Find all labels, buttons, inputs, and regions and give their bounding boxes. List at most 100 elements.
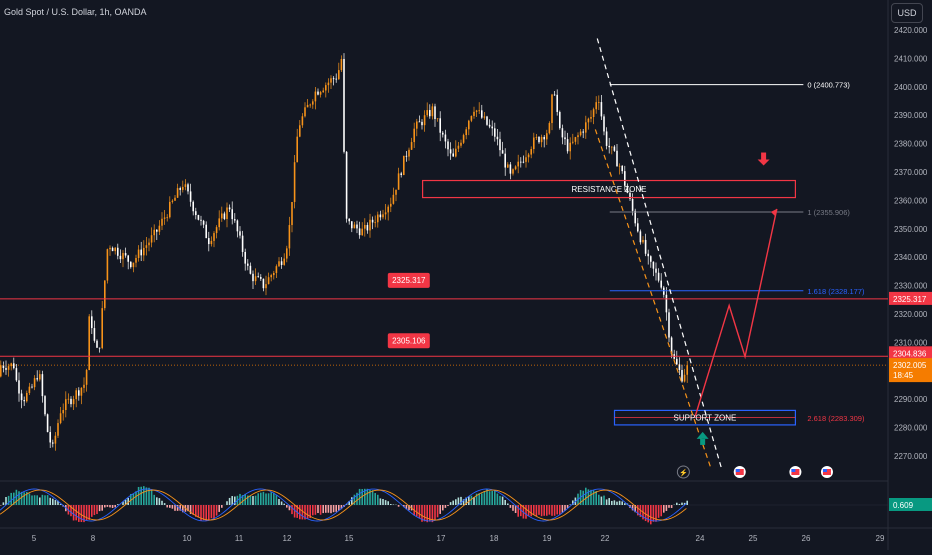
oscillator-bar [512, 505, 514, 511]
candle [343, 53, 345, 153]
candle-body [400, 173, 402, 175]
oscillator-bar [226, 501, 228, 505]
candle-body [354, 225, 356, 229]
oscillator-bar [374, 493, 376, 505]
candle-body [473, 112, 475, 116]
candle-body [463, 135, 465, 143]
price-tick: 2410.000 [894, 54, 928, 63]
price-tick: 2340.000 [894, 253, 928, 262]
candle-body [47, 414, 49, 432]
candle-body [564, 137, 566, 139]
oscillator-bar [112, 505, 114, 508]
candle-body [525, 157, 527, 162]
candle-body [468, 121, 470, 130]
time-tick: 10 [183, 534, 192, 543]
oscillator-bar [205, 505, 207, 521]
symbol-title[interactable]: Gold Spot / U.S. Dollar, 1h, OANDA [4, 7, 147, 17]
oscillator-bar [273, 493, 275, 505]
oscillator-bar [174, 505, 176, 511]
oscillator-bar [445, 505, 447, 508]
candle-body [296, 137, 298, 163]
oscillator-bar [325, 505, 327, 513]
oscillator-bar [211, 505, 213, 518]
time-tick: 22 [601, 534, 610, 543]
candle-body [231, 209, 233, 219]
candle-body [172, 201, 174, 202]
candle-body [263, 279, 265, 288]
oscillator-value-label: 0.609 [893, 501, 914, 510]
oscillator-bar [257, 493, 259, 505]
oscillator-bar [203, 505, 205, 520]
candle-body [645, 240, 647, 254]
candle-body [289, 225, 291, 248]
candle-body [471, 116, 473, 121]
candle-body [0, 365, 2, 376]
candle-body [338, 70, 340, 79]
candle-body [650, 256, 652, 262]
candle-body [517, 162, 519, 167]
price-tick: 2320.000 [894, 310, 928, 319]
oscillator-bar [283, 504, 285, 505]
candle-body [161, 219, 163, 226]
oscillator-bar [294, 505, 296, 518]
candle-body [530, 149, 532, 155]
oscillator-bar [335, 505, 337, 512]
time-tick: 19 [543, 534, 552, 543]
candle-body [328, 83, 330, 85]
oscillator-bar [91, 505, 93, 517]
candle-body [351, 221, 353, 228]
oscillator-bar [439, 505, 441, 514]
currency-button[interactable]: USD [891, 3, 923, 23]
candle-body [8, 366, 10, 370]
oscillator-bar [382, 499, 384, 505]
candle-body [239, 231, 241, 235]
candle-body [478, 110, 480, 111]
candle-body [44, 396, 46, 414]
oscillator-bar [3, 502, 5, 505]
oscillator-bar [268, 493, 270, 505]
oscillator-bar [333, 505, 335, 512]
candle [88, 314, 90, 370]
candle-body [218, 218, 220, 227]
candle-body [668, 312, 670, 337]
oscillator-bar [0, 505, 2, 506]
candle-body [278, 261, 280, 266]
candle-body [582, 132, 584, 133]
candle-body [125, 253, 127, 255]
oscillator-bar [42, 495, 44, 505]
oscillator-bar [320, 505, 322, 515]
candle-body [411, 142, 413, 150]
candle-body [632, 199, 634, 211]
candle-body [676, 359, 678, 365]
price-tick: 2420.000 [894, 26, 928, 35]
candle-body [257, 276, 259, 277]
oscillator-bar [328, 505, 330, 513]
candle-body [494, 128, 496, 136]
oscillator-bar [359, 489, 361, 505]
candle [44, 395, 46, 416]
candle-body [424, 115, 426, 125]
time-tick: 26 [802, 534, 811, 543]
candle-body [122, 253, 124, 259]
candle-body [65, 399, 67, 410]
oscillator-bar [99, 505, 101, 511]
candle [559, 111, 561, 130]
oscillator-bar [543, 505, 545, 516]
candle-body [276, 266, 278, 273]
candle-body [302, 116, 304, 125]
candle-body [543, 137, 545, 139]
candle-body [361, 229, 363, 235]
candle-body [190, 191, 192, 201]
oscillator-bar [562, 505, 564, 513]
candle-body [83, 385, 85, 388]
candle-body [237, 220, 239, 231]
oscillator-bar [502, 497, 504, 505]
time-tick: 8 [91, 534, 96, 543]
oscillator-bar [660, 505, 662, 516]
candle-body [166, 217, 168, 218]
candle-body [367, 225, 369, 230]
candle-body [481, 110, 483, 117]
resistance-zone-label: RESISTANCE ZONE [572, 185, 647, 194]
